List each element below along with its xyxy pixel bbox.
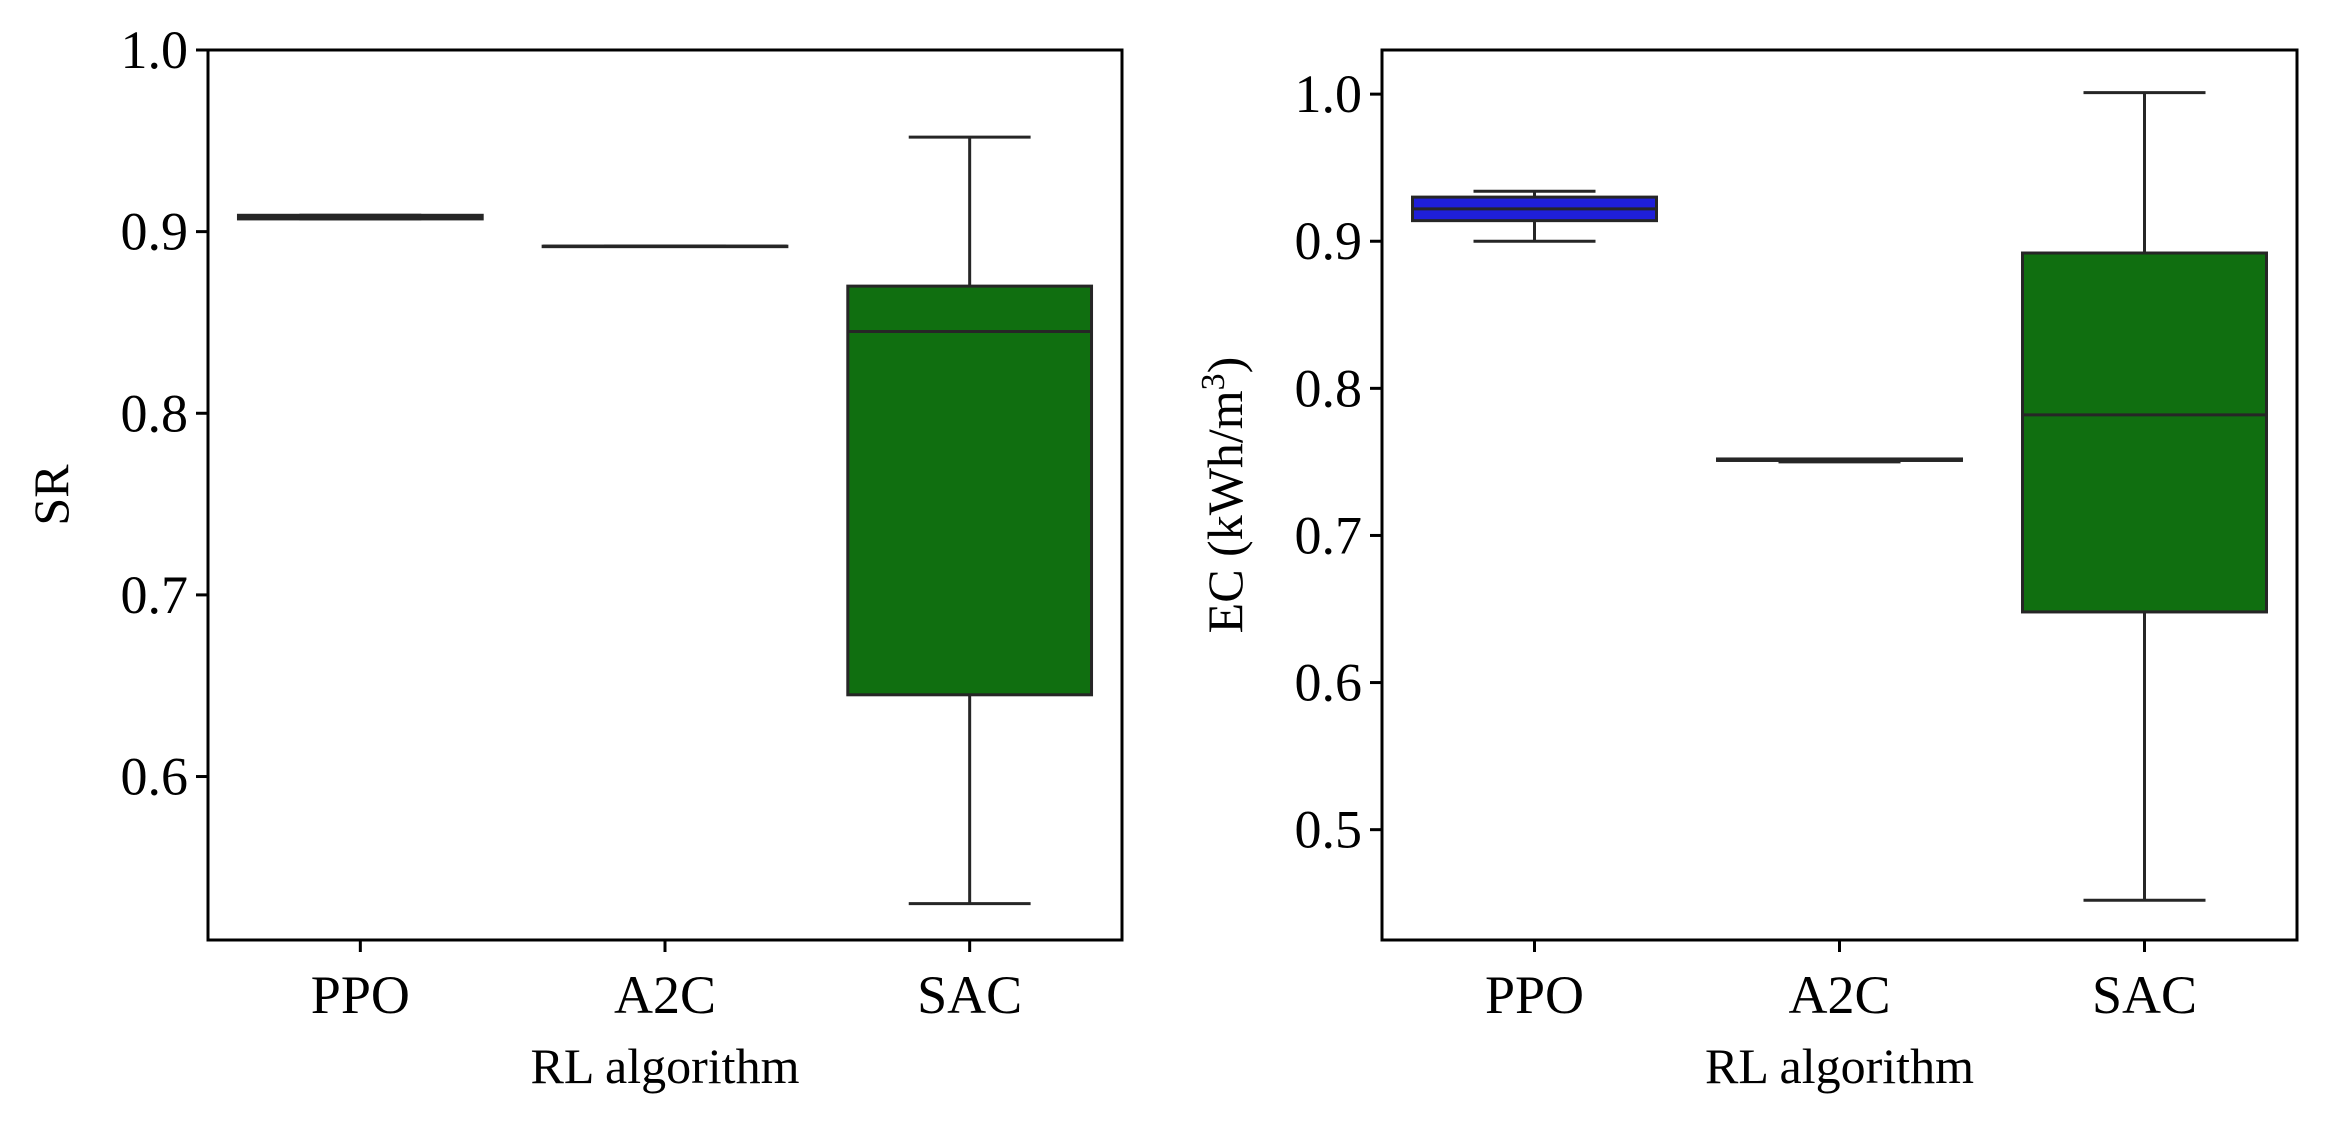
ec-y-tick-label: 0.5: [1295, 800, 1363, 860]
sr-x-axis-label: RL algorithm: [531, 1038, 800, 1094]
ec-box-ppo: [1411, 189, 1658, 243]
ec-box-sac-iqr: [2021, 251, 2268, 614]
ec-x-ticks: PPO A2C SAC: [1485, 940, 2197, 1025]
ec-y-ticks: 0.5 0.6 0.7 0.8 0.9 1.0: [1295, 64, 1382, 860]
ec-x-axis-label: RL algorithm: [1705, 1038, 1974, 1094]
sr-boxes: [236, 135, 1094, 906]
ec-box-sac: [2021, 91, 2268, 902]
ec-x-tick-label: A2C: [1788, 965, 1890, 1025]
ec-x-tick-label: SAC: [2092, 965, 2197, 1025]
sr-x-tick-label: A2C: [614, 965, 716, 1025]
sr-box-a2c: [541, 244, 789, 249]
sr-y-ticks: 0.6 0.7 0.8 0.9 1.0: [121, 20, 208, 807]
sr-y-tick-label: 0.9: [121, 202, 189, 262]
sr-y-axis-label: SR: [23, 464, 79, 526]
sr-box-sac: [846, 135, 1094, 906]
ec-y-axis-label-main: EC (kWh/m: [1197, 390, 1253, 633]
ec-y-axis-label-close: ): [1197, 357, 1253, 374]
ec-y-axis-label: EC (kWh/m3): [1195, 357, 1254, 634]
sr-box-sac-iqr: [846, 284, 1094, 697]
sr-x-ticks: PPO A2C SAC: [311, 940, 1022, 1025]
sr-y-tick-label: 0.7: [121, 565, 189, 625]
ec-y-tick-label: 0.7: [1295, 505, 1363, 565]
ec-y-tick-label: 0.9: [1295, 211, 1363, 271]
ec-boxes: [1411, 91, 2268, 902]
sr-y-tick-label: 1.0: [121, 20, 189, 80]
ec-y-axis-label-sup: 3: [1195, 373, 1232, 390]
sr-box-ppo: [236, 213, 484, 221]
ec-boxplot-panel: 0.5 0.6 0.7 0.8 0.9 1.0 PPO A2C SAC RL algorith…: [1195, 48, 2299, 1094]
ec-x-tick-label: PPO: [1485, 965, 1584, 1025]
sr-y-tick-label: 0.8: [121, 383, 189, 443]
sr-y-tick-label: 0.6: [121, 747, 189, 807]
ec-y-tick-label: 0.6: [1295, 653, 1363, 713]
sr-boxplot-panel: 0.6 0.7 0.8 0.9 1.0 PPO A2C SAC RL algorithm S…: [23, 20, 1124, 1094]
ec-box-a2c: [1716, 457, 1963, 464]
ec-y-tick-label: 0.8: [1295, 358, 1363, 418]
sr-x-tick-label: SAC: [917, 965, 1022, 1025]
sr-x-tick-label: PPO: [311, 965, 410, 1025]
ec-y-tick-label: 1.0: [1295, 64, 1363, 124]
